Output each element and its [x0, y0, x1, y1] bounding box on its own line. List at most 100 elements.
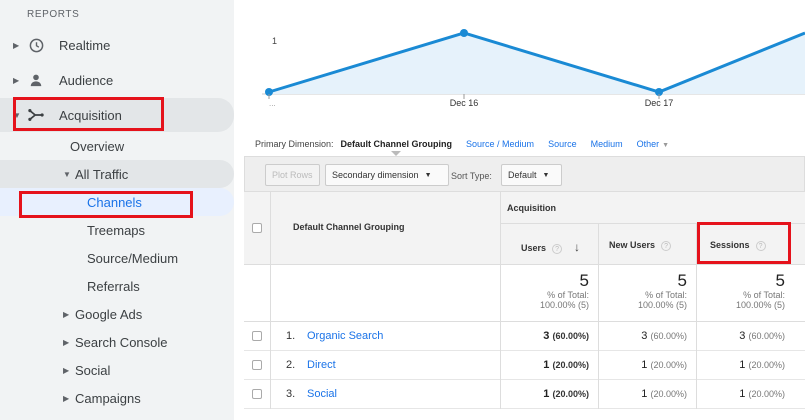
primary-dimension-label: Primary Dimension: [255, 139, 334, 149]
new-users-pct: (60.00%) [650, 331, 687, 341]
help-icon[interactable]: ? [755, 240, 766, 251]
sidebar: REPORTS ▶ Realtime ▶ Audience ▼ Acquisit… [0, 0, 234, 420]
users-cell: 3 (60.00%) [509, 330, 589, 342]
dimension-link-source-medium[interactable]: Source / Medium [466, 139, 535, 149]
table-row: 1. Organic Search 3 (60.00%) 3 (60.00%) … [244, 322, 805, 351]
collapse-arrow-icon: ▼ [63, 169, 71, 179]
sidebar-item-label: Audience [59, 72, 114, 88]
sidebar-item-label: Channels [87, 194, 142, 210]
series-line [268, 31, 805, 94]
plot-rows-button[interactable]: Plot Rows [265, 164, 320, 186]
sidebar-item-acquisition[interactable]: ▼ Acquisition [0, 98, 234, 132]
column-divider [696, 223, 697, 265]
reports-section-label: REPORTS [27, 9, 80, 20]
sessions-pct: (20.00%) [748, 360, 785, 370]
y-tick-label: 1 [272, 36, 277, 46]
sidebar-item-treemaps[interactable]: Treemaps [0, 216, 234, 244]
total-value: 5 [775, 271, 785, 290]
column-header-channel-grouping[interactable]: Default Channel Grouping [293, 222, 405, 232]
dimension-other-dropdown[interactable]: Other ▼ [637, 139, 669, 149]
users-pct: (20.00%) [552, 389, 589, 399]
chevron-down-icon: ▼ [662, 142, 670, 149]
sidebar-item-label: Campaigns [75, 390, 141, 406]
row-checkbox[interactable] [252, 389, 262, 399]
channel-link[interactable]: Organic Search [307, 330, 384, 342]
total-pct-value: 100.00% (5) [637, 300, 687, 310]
users-cell: 1 (20.00%) [509, 359, 589, 371]
column-header-new-users[interactable]: New Users? [609, 240, 672, 251]
total-sessions: 5 % of Total: 100.00% (5) [705, 271, 785, 311]
column-divider [696, 265, 697, 322]
sidebar-item-search-console[interactable]: ▶ Search Console [0, 328, 234, 356]
sessions-line-chart: 1... Dec 16 Dec 17 [262, 29, 805, 108]
row-checkbox[interactable] [252, 331, 262, 341]
sessions-value: 1 [739, 388, 746, 400]
total-value: 5 [579, 271, 589, 290]
x-tick-label: Dec 16 [450, 98, 479, 108]
sidebar-item-label: Referrals [87, 278, 140, 294]
data-point[interactable] [265, 88, 273, 96]
sidebar-item-source-medium[interactable]: Source/Medium [0, 244, 234, 272]
sidebar-item-campaigns[interactable]: ▶ Campaigns [0, 384, 234, 412]
column-divider [500, 380, 501, 409]
column-header-users[interactable]: Users? ↓ [521, 240, 580, 254]
users-pct: (20.00%) [552, 360, 589, 370]
header-divider [500, 223, 805, 224]
dimension-link-medium[interactable]: Medium [590, 139, 623, 149]
data-point[interactable] [655, 88, 663, 96]
row-checkbox[interactable] [252, 360, 262, 370]
row-number: 1. [286, 330, 296, 342]
column-divider [500, 322, 501, 351]
sidebar-item-realtime[interactable]: ▶ Realtime [0, 31, 234, 59]
column-divider [598, 351, 599, 380]
sort-type-dropdown[interactable]: Default ▼ [501, 164, 562, 186]
sidebar-item-label: Acquisition [59, 107, 122, 123]
sessions-pct: (20.00%) [748, 389, 785, 399]
sidebar-item-all-traffic[interactable]: ▼ All Traffic [0, 160, 234, 188]
column-divider [598, 380, 599, 409]
expand-arrow-icon: ▶ [63, 393, 70, 403]
sidebar-item-label: Google Ads [75, 306, 143, 322]
expand-arrow-icon: ▶ [63, 337, 70, 347]
sessions-cell: 1 (20.00%) [705, 359, 785, 371]
column-divider [598, 223, 599, 265]
sidebar-item-google-ads[interactable]: ▶ Google Ads [0, 300, 234, 328]
sidebar-item-audience[interactable]: ▶ Audience [0, 66, 234, 94]
dimension-default-channel-grouping[interactable]: Default Channel Grouping [341, 139, 452, 156]
sessions-header-label: Sessions [710, 240, 750, 250]
sessions-value: 3 [739, 330, 746, 342]
sidebar-item-social[interactable]: ▶ Social [0, 356, 234, 384]
expand-arrow-icon: ▶ [13, 75, 20, 85]
help-icon[interactable]: ? [552, 243, 563, 254]
total-users: 5 % of Total: 100.00% (5) [509, 271, 589, 311]
column-divider [598, 322, 599, 351]
users-header-label: Users [521, 243, 547, 253]
sidebar-item-overview[interactable]: Overview [0, 132, 234, 160]
users-value: 1 [543, 359, 550, 371]
column-divider [696, 322, 697, 351]
data-table: Plot Rows Secondary dimension ▼ Sort Type… [244, 156, 805, 420]
data-point[interactable] [460, 29, 468, 37]
sessions-pct: (60.00%) [748, 331, 785, 341]
column-divider [270, 265, 271, 322]
help-icon[interactable]: ? [661, 240, 672, 251]
highlight-box-acquisition [13, 97, 164, 131]
series-area-fill [269, 33, 805, 94]
x-tick-label: Dec 17 [645, 98, 674, 108]
total-pct-value: 100.00% (5) [539, 300, 589, 310]
new-users-value: 3 [641, 330, 648, 342]
new-users-cell: 1 (20.00%) [607, 388, 687, 400]
dimension-link-source[interactable]: Source [548, 139, 577, 149]
new-users-header-label: New Users [609, 240, 656, 250]
expand-arrow-icon: ▶ [13, 40, 20, 50]
select-all-checkbox[interactable] [252, 223, 262, 233]
sidebar-item-label: Social [75, 362, 111, 378]
column-header-sessions[interactable]: Sessions? [710, 240, 766, 251]
sidebar-item-referrals[interactable]: Referrals [0, 272, 234, 300]
highlight-box-channels [19, 191, 193, 218]
users-value: 1 [543, 388, 550, 400]
chart-area-group: 1... Dec 16 Dec 17 [265, 29, 805, 108]
secondary-dimension-dropdown[interactable]: Secondary dimension ▼ [325, 164, 449, 186]
channel-link[interactable]: Social [307, 388, 337, 400]
channel-link[interactable]: Direct [307, 359, 336, 371]
